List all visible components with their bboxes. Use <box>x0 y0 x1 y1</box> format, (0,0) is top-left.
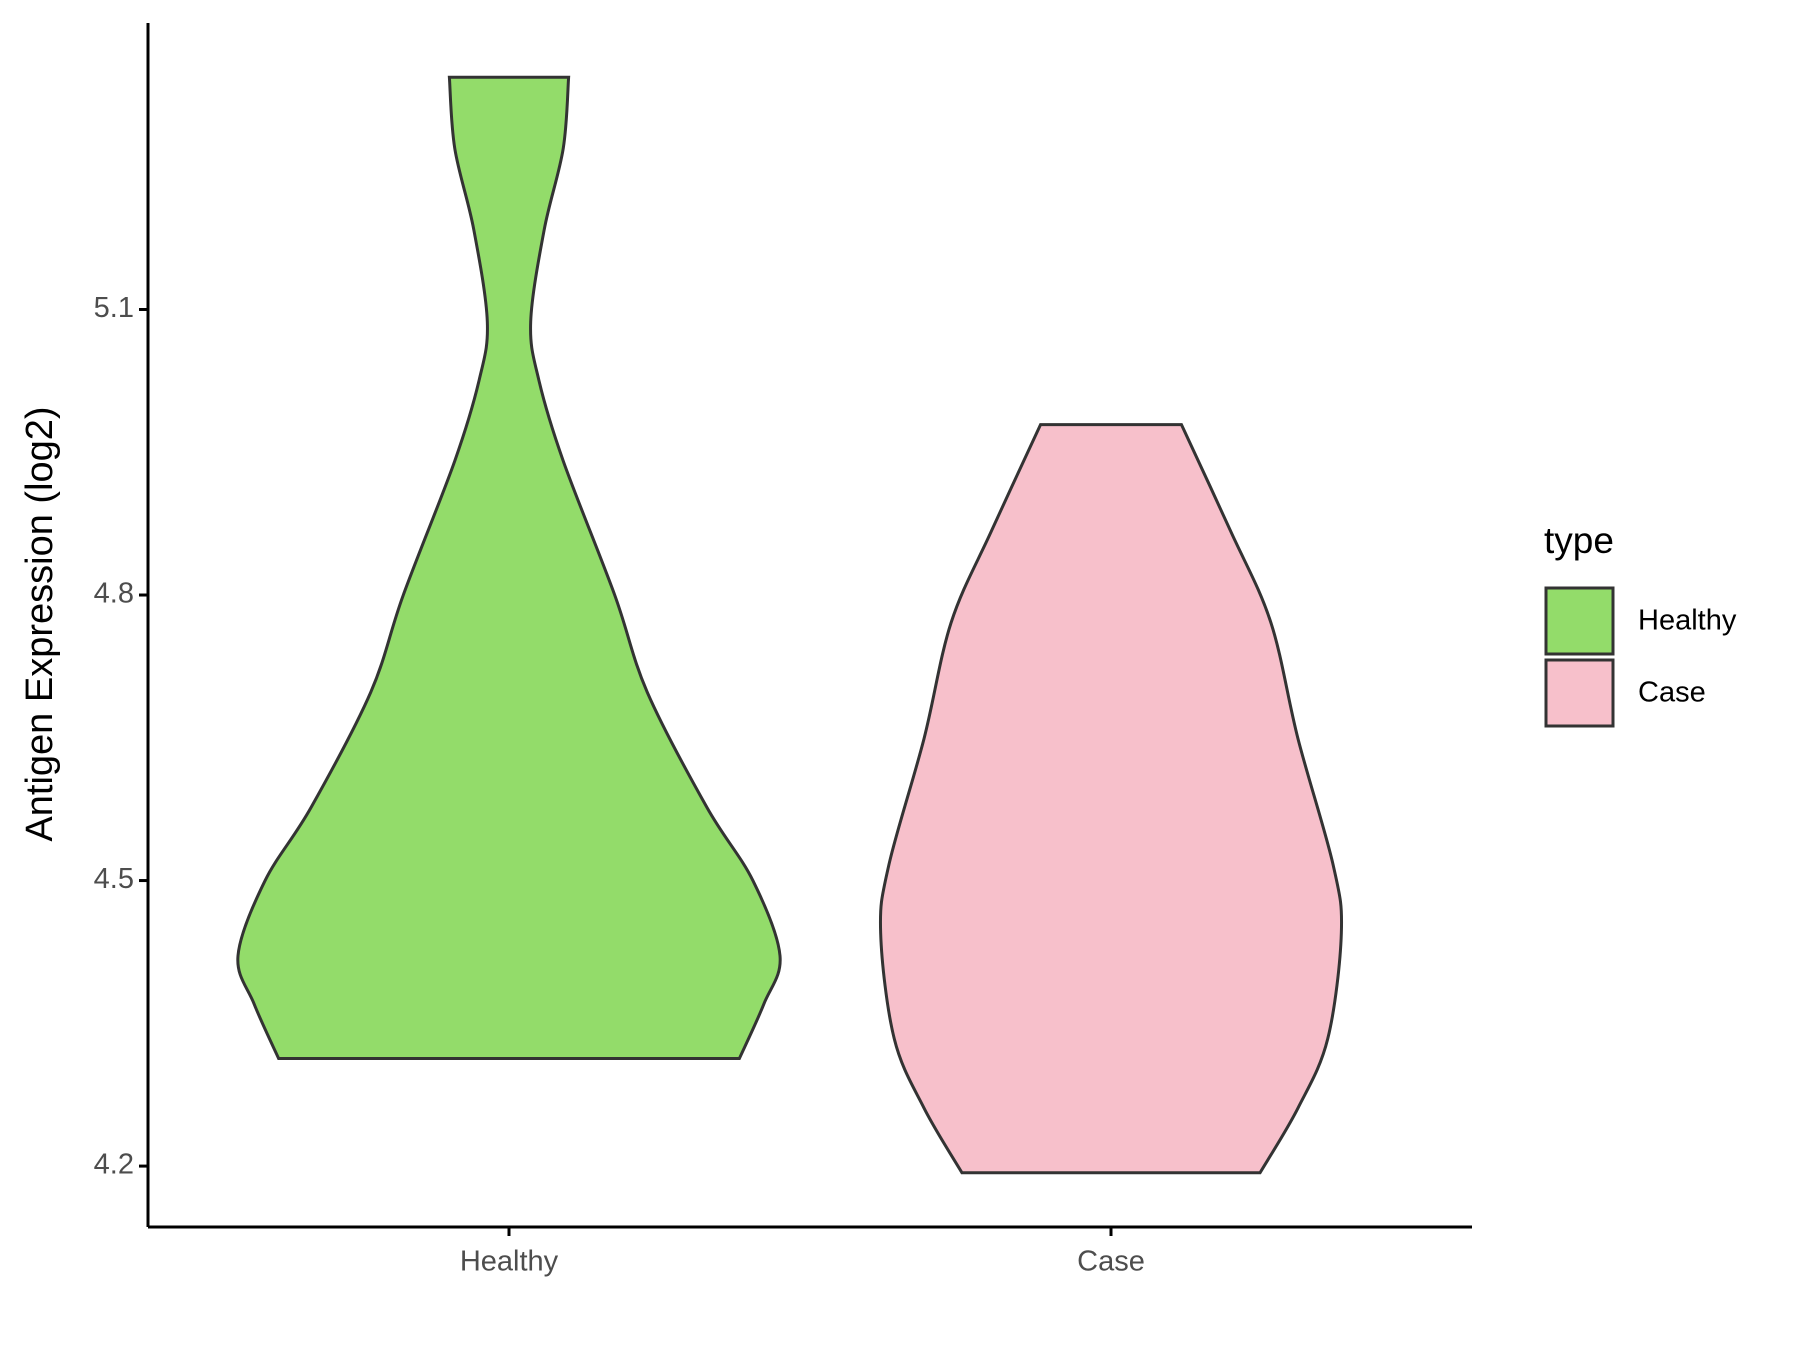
y-tick-label: 4.5 <box>94 863 134 895</box>
y-axis-title: Antigen Expression (log2) <box>19 406 61 841</box>
violin <box>236 75 782 1061</box>
legend-key <box>1544 586 1615 656</box>
y-tick-label: 4.2 <box>94 1149 134 1181</box>
y-tick-label: 5.1 <box>94 292 134 324</box>
y-tick-label: 4.8 <box>94 578 134 610</box>
x-tick-label: Case <box>1077 1246 1145 1278</box>
legend-label: Healthy <box>1638 605 1737 637</box>
x-tick-label: Healthy <box>460 1246 559 1278</box>
violin <box>878 423 1344 1175</box>
legend-title: type <box>1544 520 1614 561</box>
legend-label: Case <box>1638 677 1706 709</box>
legend-key <box>1544 658 1615 728</box>
